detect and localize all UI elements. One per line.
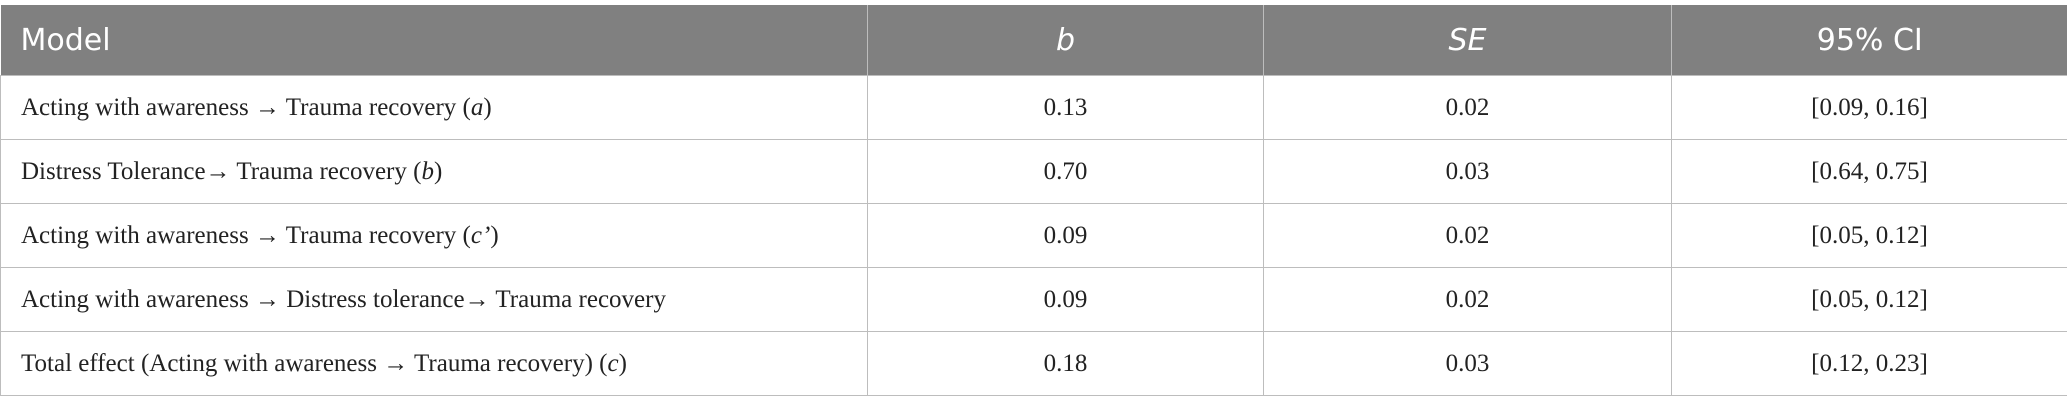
table-row: Total effect (Acting with awareness → Tr… (0, 331, 2067, 396)
model-text: ) (483, 93, 492, 121)
model-cell: Acting with awareness → Trauma recovery … (0, 75, 868, 140)
path-label: c’ (470, 221, 491, 249)
value-cell: 0.02 (1263, 75, 1672, 140)
model-text: Acting with awareness → Trauma recovery … (21, 221, 471, 249)
path-label: b (421, 157, 434, 185)
path-label: a (470, 93, 484, 121)
table-row: Acting with awareness → Distress toleran… (0, 267, 2067, 332)
value-cell: 0.03 (1263, 139, 1672, 204)
model-text: ) (618, 349, 627, 377)
table-row: Distress Tolerance→ Trauma recovery (b) 0… (0, 139, 2067, 204)
ci-cell: [0.05, 0.12] (1671, 267, 2067, 332)
value-cell: 0.02 (1263, 267, 1672, 332)
table-row: Acting with awareness → Trauma recovery … (0, 203, 2067, 268)
value-cell: 0.70 (867, 139, 1264, 204)
results-table: Model b SE 95% CI Acting with awareness → T… (0, 5, 2067, 396)
header-cell: SE (1263, 5, 1672, 76)
model-text: Distress Tolerance→ Trauma recovery ( (21, 157, 422, 185)
model-text: Acting with awareness → Trauma recovery … (21, 93, 471, 121)
model-text: ) (490, 221, 499, 249)
ci-cell: [0.05, 0.12] (1671, 203, 2067, 268)
model-text: ) (433, 157, 443, 185)
model-cell: Total effect (Acting with awareness → Tr… (0, 331, 868, 396)
value-cell: 0.02 (1263, 203, 1672, 268)
header-cell: Model (0, 5, 868, 76)
model-text: Total effect (Acting with awareness → Tr… (21, 349, 608, 377)
header-row: Model b SE 95% CI (0, 5, 2067, 76)
model-cell: Distress Tolerance→ Trauma recovery (b) (0, 139, 868, 204)
value-cell: 0.09 (867, 203, 1264, 268)
model-cell: Acting with awareness → Distress toleran… (0, 267, 868, 332)
header-cell: b (867, 5, 1264, 76)
value-cell: 0.18 (867, 331, 1264, 396)
table-row: Acting with awareness → Trauma recovery … (0, 75, 2067, 140)
header-cell: 95% CI (1671, 5, 2067, 76)
value-cell: 0.13 (867, 75, 1264, 140)
ci-cell: [0.12, 0.23] (1671, 331, 2067, 396)
ci-cell: [0.64, 0.75] (1671, 139, 2067, 204)
ci-cell: [0.09, 0.16] (1671, 75, 2067, 140)
value-cell: 0.09 (867, 267, 1264, 332)
table-body: Acting with awareness → Trauma recovery … (0, 75, 2067, 396)
path-label: c (607, 349, 619, 377)
model-cell: Acting with awareness → Trauma recovery … (0, 203, 868, 268)
model-text: Acting with awareness → Distress toleran… (21, 285, 666, 313)
value-cell: 0.03 (1263, 331, 1672, 396)
